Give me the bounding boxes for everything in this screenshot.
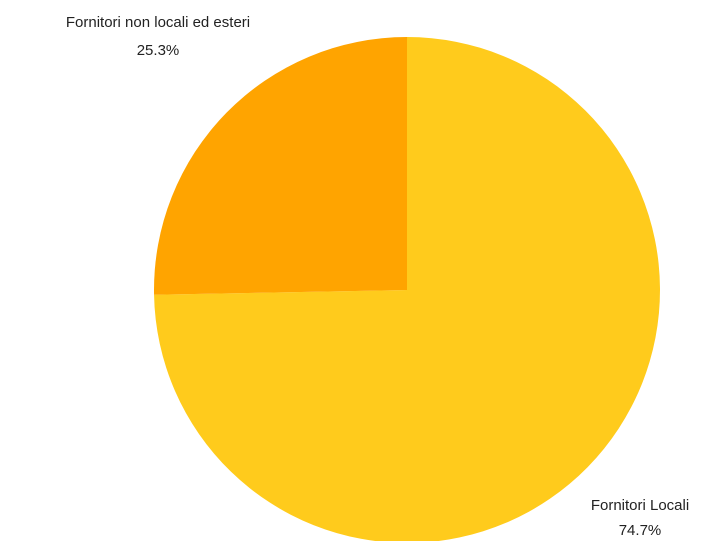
pie-slice-fornitori-non-locali-ed-esteri [153, 37, 407, 295]
slices-group [153, 37, 660, 541]
slice-label-fornitori-non-locali: Fornitori non locali ed esteri [66, 14, 250, 31]
labels-group: Fornitori non locali ed esteri 25.3% For… [66, 14, 689, 539]
slice-percent-fornitori-locali: 74.7% [619, 522, 662, 539]
pie-slice-fornitori-locali [154, 37, 660, 541]
slice-label-fornitori-locali: Fornitori Locali [591, 497, 689, 514]
slice-percent-fornitori-non-locali: 25.3% [137, 42, 180, 59]
